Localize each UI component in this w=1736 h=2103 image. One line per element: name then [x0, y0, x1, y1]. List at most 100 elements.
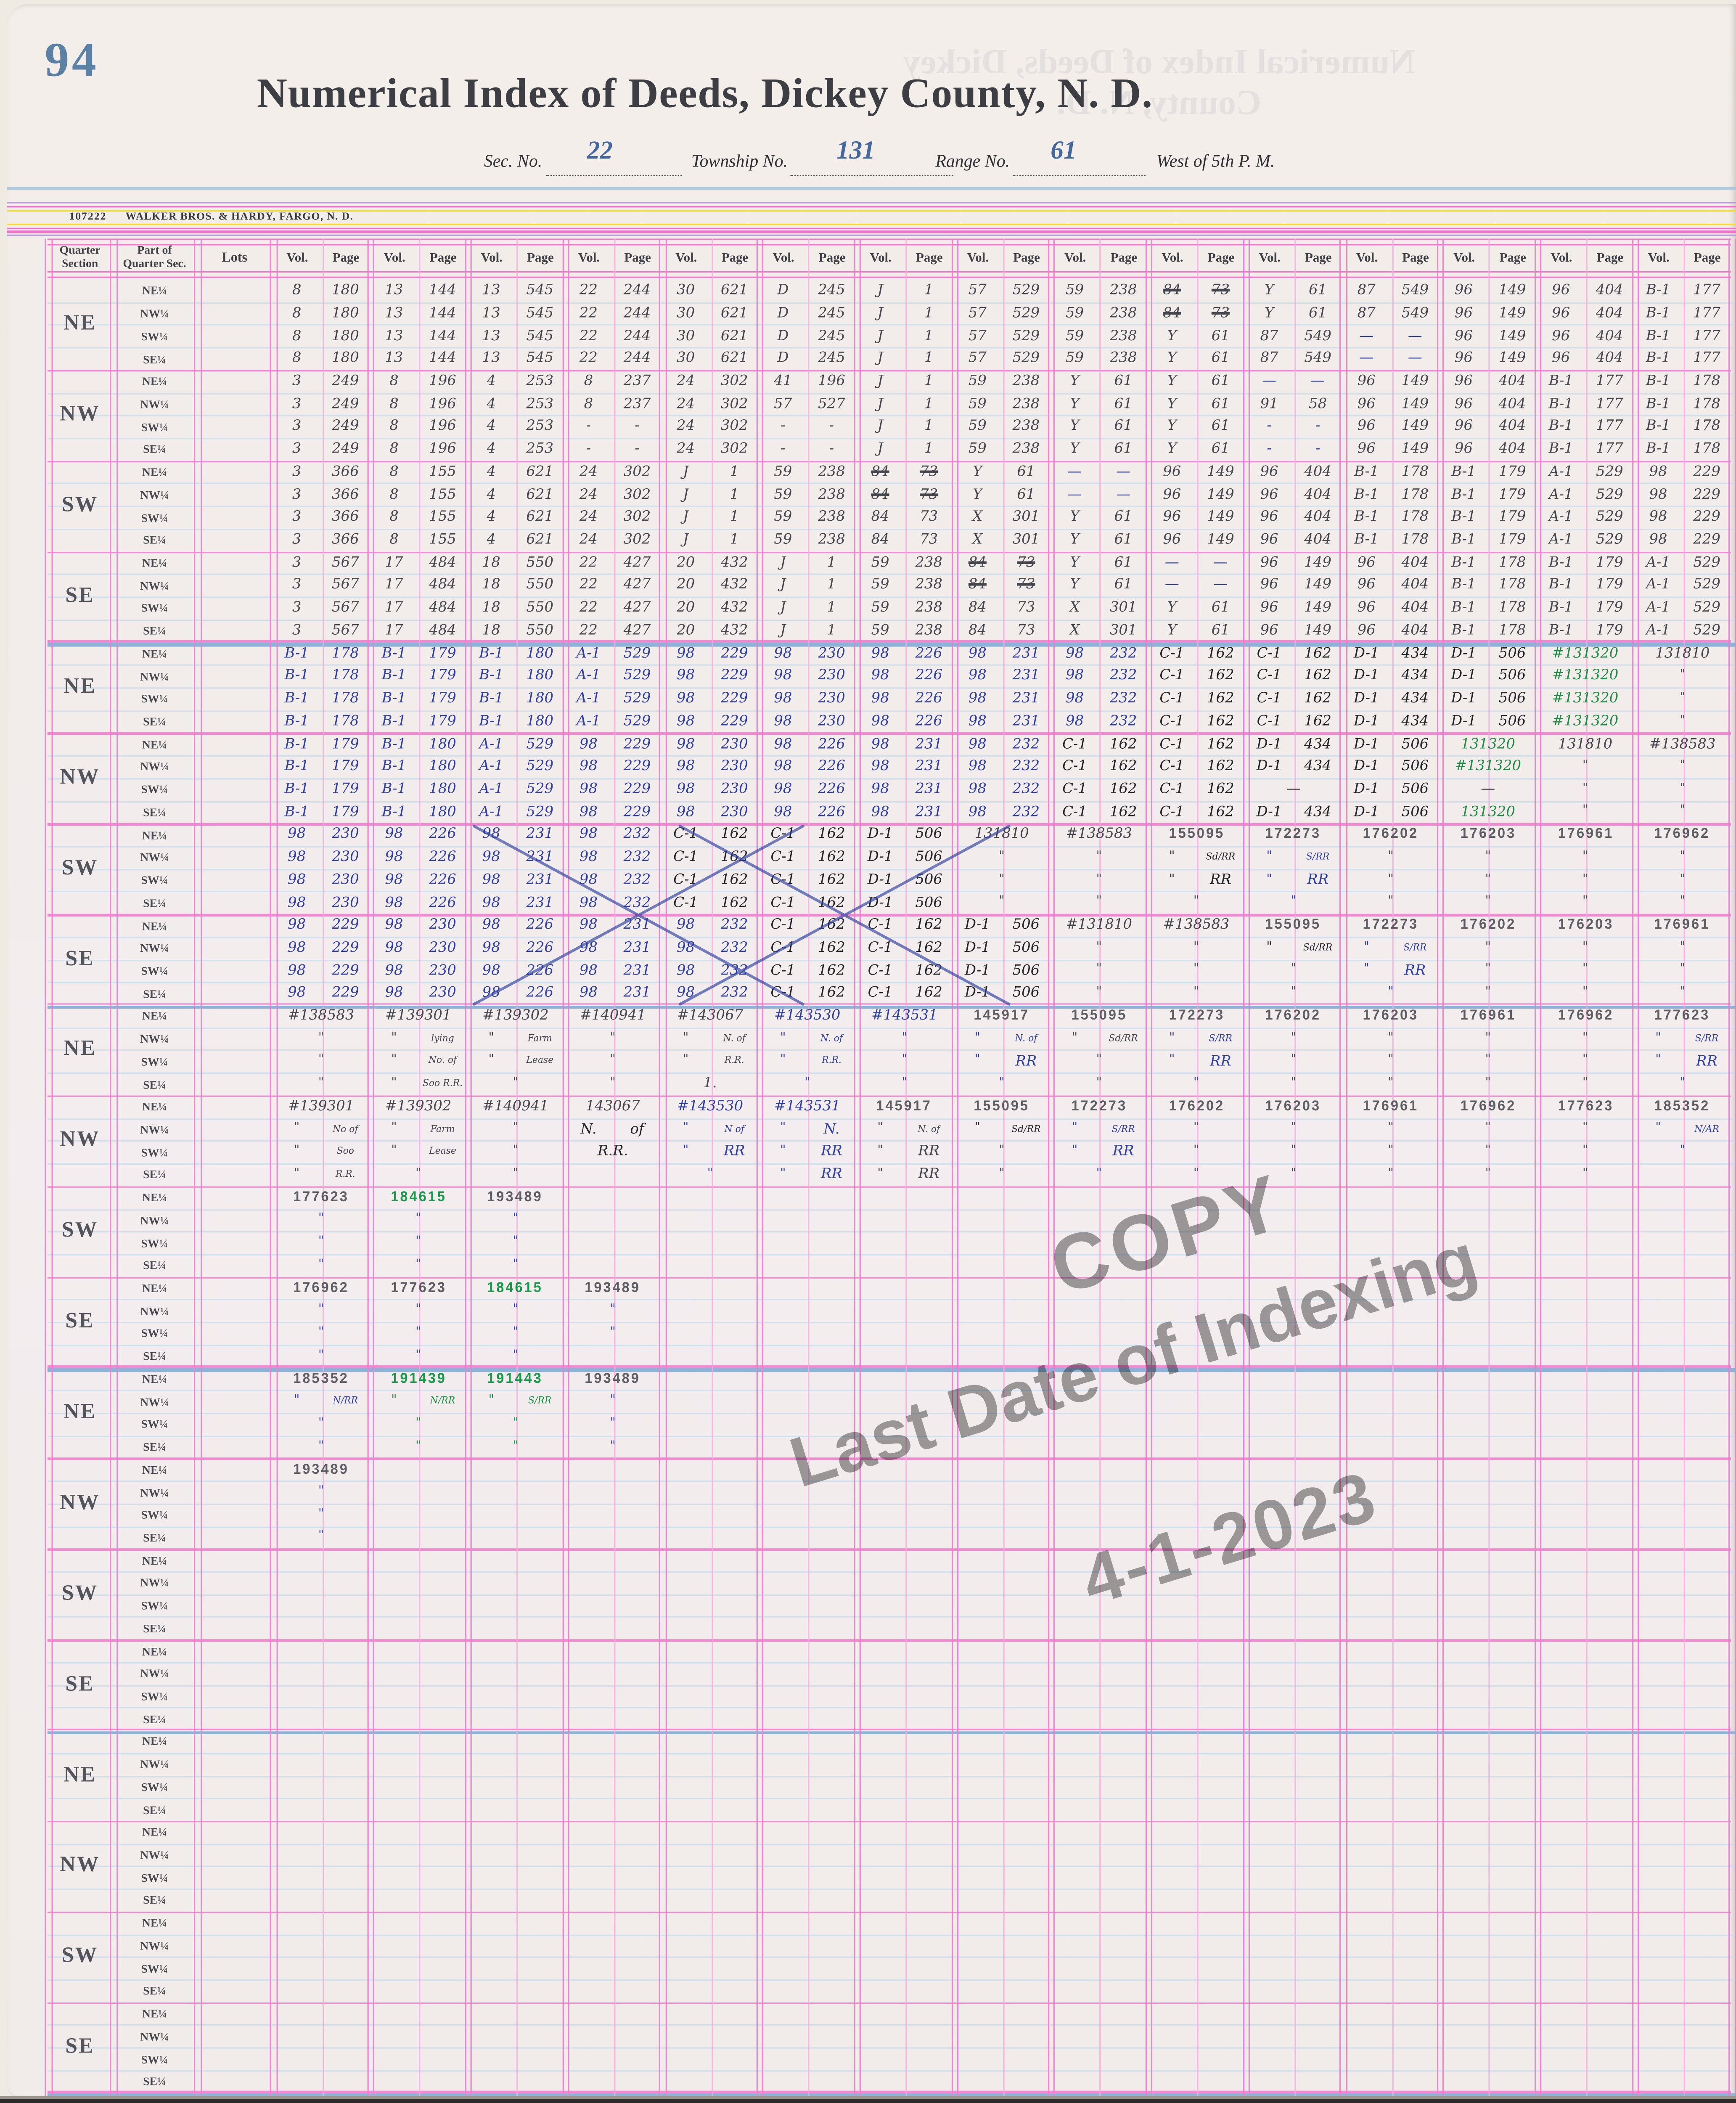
entry-cell: " [1634, 891, 1731, 914]
entry-text: B-1 [1548, 395, 1573, 412]
entry-text: " [1096, 1076, 1102, 1090]
entry-cell: 96 404 [1440, 415, 1537, 438]
entry-text: 185352 [1654, 1098, 1711, 1115]
entry-text: 231 [526, 849, 554, 865]
entry-text: 550 [526, 577, 554, 593]
entry-text: 8 [292, 282, 302, 299]
subrow-label: NE¼ [142, 1825, 167, 1839]
entry-text: 231 [526, 871, 554, 888]
entry-text: Y [1167, 373, 1177, 389]
entry-cell: A-1 529 [467, 733, 564, 755]
entry-text: 162 [1304, 667, 1331, 684]
entry-text: 162 [818, 849, 845, 865]
entry-cell: " [273, 1232, 370, 1254]
entry-text: " [415, 1439, 421, 1453]
entry-text: 3 [292, 373, 302, 389]
entry-cell: 98 232 [953, 733, 1051, 755]
entry-cell: 8 237 [564, 393, 662, 416]
entry-text: 621 [720, 350, 748, 367]
entry-text: 20 [677, 622, 695, 638]
entry-text: 404 [1304, 486, 1331, 503]
entry-cell: " Sd/RR [953, 1118, 1051, 1141]
subrow-label: NE¼ [142, 283, 167, 298]
entry-text: " [1291, 1054, 1297, 1067]
entry-cell: " [1051, 846, 1148, 869]
entry-text: 144 [429, 305, 456, 321]
entry-cell: " [1148, 1073, 1245, 1095]
entry-text: 231 [623, 985, 651, 1001]
entry-cell: " [467, 1209, 564, 1232]
entry-text: 567 [332, 554, 359, 571]
entry-text: 229 [720, 645, 748, 661]
entry-cell: " [1051, 1163, 1148, 1186]
column-rule [562, 238, 569, 2100]
entry-cell: 96 149 [1440, 302, 1537, 325]
entry-cell: 30 621 [662, 347, 759, 370]
entry-text: 98 [482, 894, 500, 911]
subrow-label: NW¼ [140, 850, 169, 864]
entry-cell: 98 231 [953, 710, 1051, 733]
entry-text: 230 [332, 826, 359, 843]
entry-text: D-1 [1256, 803, 1282, 820]
subrow-label: SE¼ [143, 714, 166, 728]
entry-cell: 193489 [273, 1458, 370, 1481]
entry-text: A-1 [479, 758, 503, 775]
entry-cell: B-1 179 [1537, 574, 1634, 597]
entry-text: " [415, 1235, 421, 1249]
entry-cell: D-1 506 [953, 959, 1051, 982]
entry-cell: C-1 162 [1148, 687, 1245, 710]
entry-text: 13 [385, 305, 403, 321]
entry-text: 180 [429, 803, 456, 820]
entry-cell: 13 144 [370, 347, 467, 370]
entry-cell: 13 144 [370, 302, 467, 325]
entry-text: 230 [720, 803, 748, 820]
entry-cell: C-1 162 [856, 937, 953, 959]
entry-text: " [1193, 1144, 1199, 1158]
entry-cell: — — [1342, 325, 1439, 347]
entry-text: " [391, 1144, 397, 1158]
group-rule [47, 370, 1731, 372]
entry-text: 177 [1596, 418, 1623, 434]
entry-cell: 22 244 [564, 302, 662, 325]
entry-cell: B-1 178 [273, 710, 370, 733]
entry-text: 180 [526, 667, 554, 684]
entry-cell: B-1 179 [1537, 551, 1634, 574]
entry-text: 162 [720, 894, 748, 911]
entry-cell: 84 73 [953, 574, 1051, 597]
entry-text: 177 [1596, 395, 1623, 412]
entry-text: 231 [526, 894, 554, 911]
header-vol-6: Vol. [773, 251, 794, 266]
entry-text: 98 [482, 916, 500, 933]
entry-text: RR [918, 1143, 940, 1160]
entry-text: 96 [1552, 305, 1570, 321]
entry-cell: 98 230 [662, 778, 759, 801]
entry-cell: " [1342, 1141, 1439, 1163]
entry-text: 149 [1401, 418, 1429, 434]
entry-text: 98 [774, 803, 792, 820]
row-rule [47, 347, 1736, 349]
entry-cell: 84 73 [1148, 302, 1245, 325]
entry-text: 244 [623, 350, 651, 367]
row-rule [47, 1957, 1736, 1958]
entry-cell: C-1 162 [856, 914, 953, 937]
entry-text: 229 [1693, 509, 1720, 525]
entry-text: Y [1264, 305, 1274, 321]
entry-cell: #143531 [856, 1005, 953, 1028]
entry-text: Y [1070, 531, 1080, 548]
group-label-NW: NW [60, 1854, 100, 1877]
entry-text: " [1485, 1076, 1491, 1090]
group-rule [47, 1821, 1731, 1823]
entry-cell: B-1 178 [1440, 597, 1537, 620]
entry-text: Y [1167, 350, 1177, 367]
entry-text: 178 [1498, 554, 1526, 571]
entry-text: " [1582, 804, 1588, 818]
entry-text: " [1266, 940, 1272, 954]
entry-cell: 98 231 [856, 733, 953, 755]
entry-cell: 4 621 [467, 483, 564, 506]
entry-text: RR [820, 1143, 842, 1160]
entry-cell: " R.R. [662, 1050, 759, 1073]
entry-cell: 98 226 [467, 937, 564, 959]
entry-cell: C-1 162 [759, 959, 856, 982]
entry-cell: 98 232 [1051, 687, 1148, 710]
